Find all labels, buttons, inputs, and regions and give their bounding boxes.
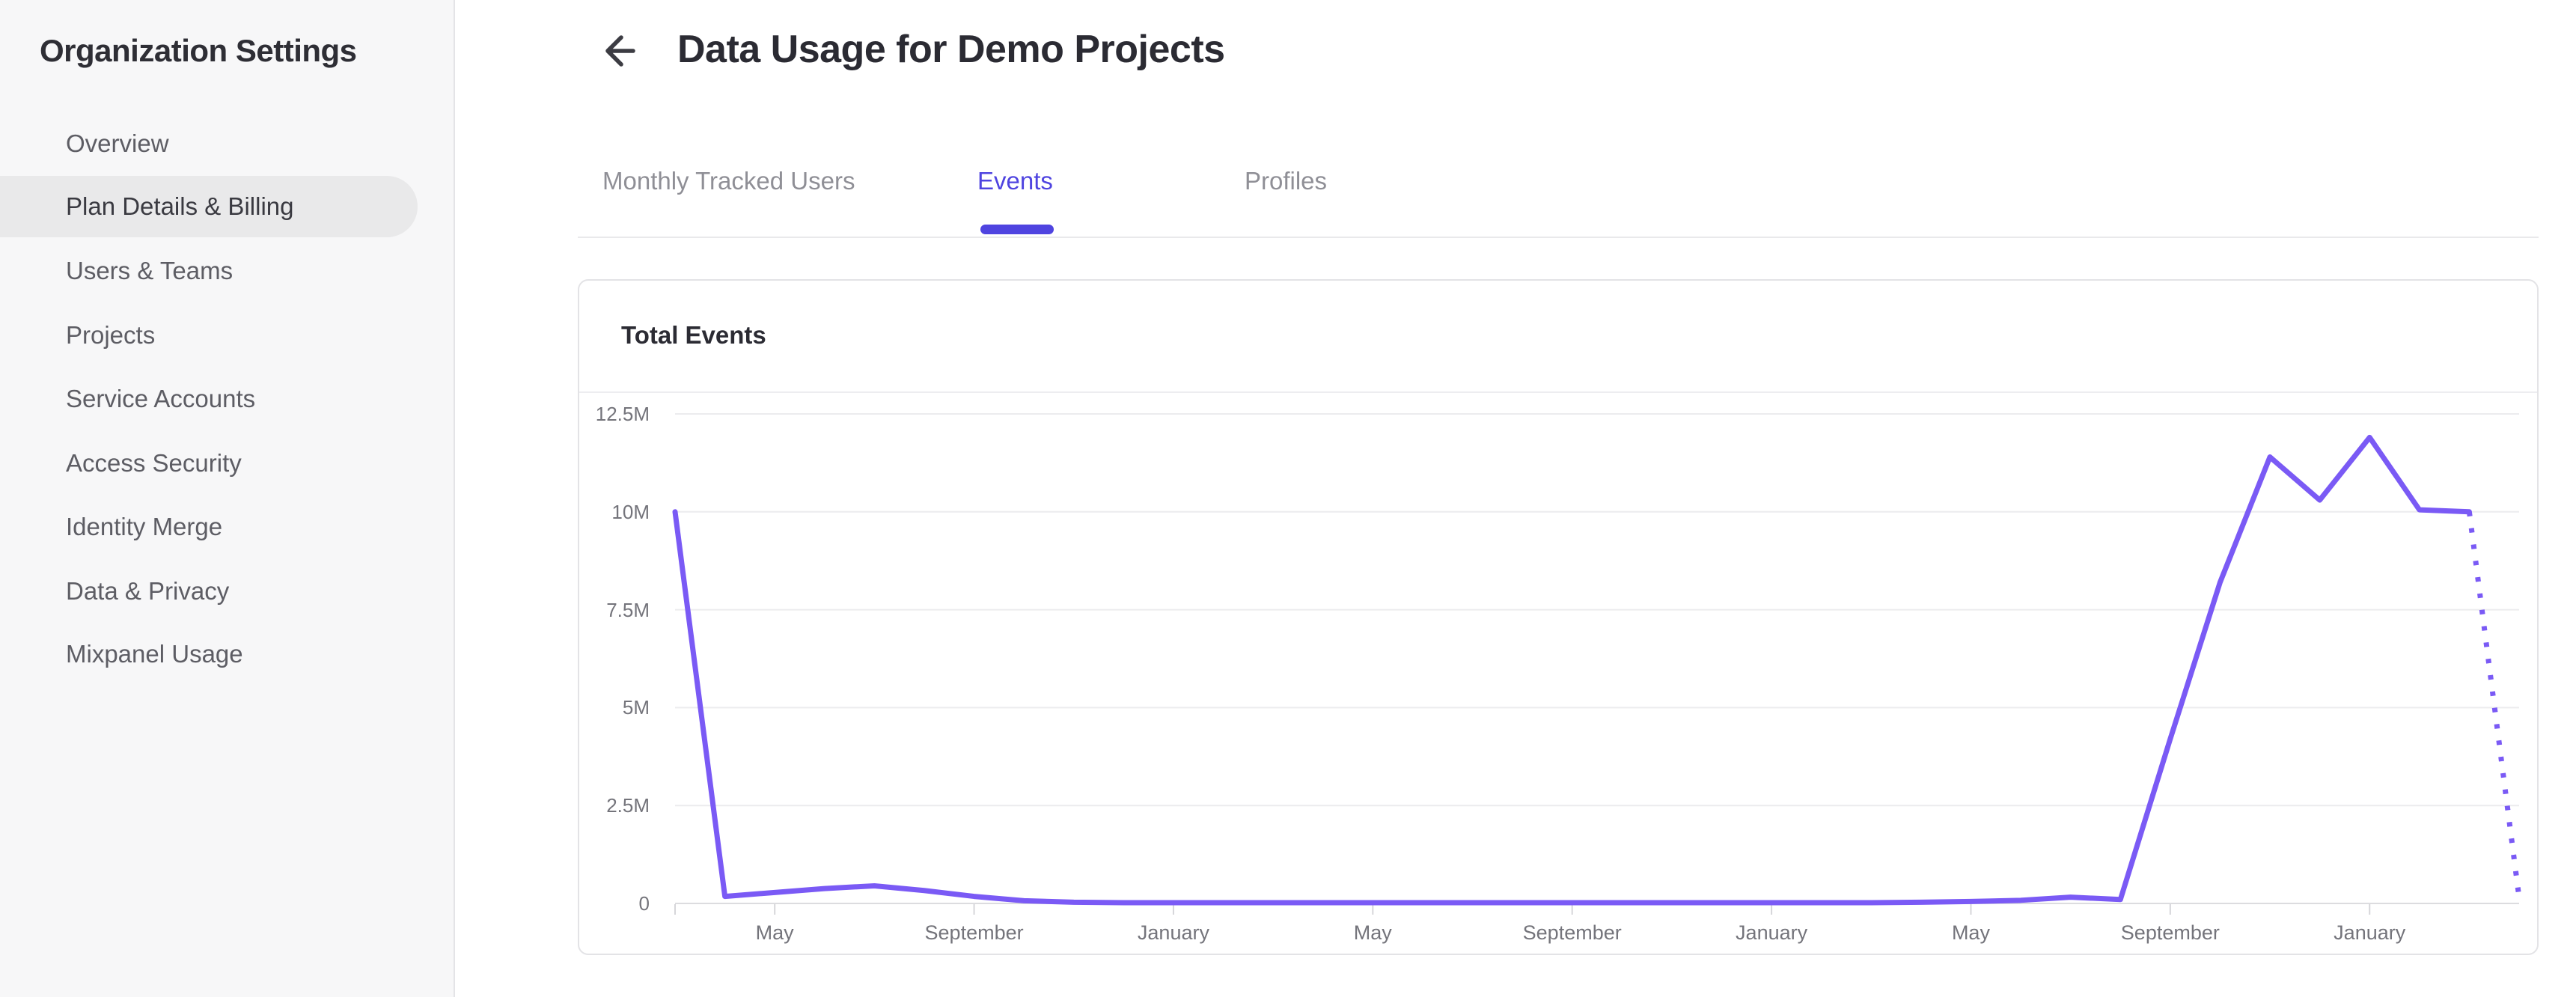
- x-axis-label: January: [2334, 921, 2406, 944]
- left-arrow-icon: [605, 35, 635, 67]
- total-events-card: Total Events 12.5M 10M 7.5M 5M 2.5M 0 May Sept…: [578, 279, 2539, 955]
- x-axis-label: September: [924, 921, 1024, 944]
- sidebar-item-identity-merge[interactable]: Identity Merge: [66, 513, 223, 540]
- card-title: Total Events: [621, 321, 766, 349]
- sidebar-item-mixpanel-usage[interactable]: Mixpanel Usage: [66, 640, 243, 668]
- y-axis-label: 12.5M: [595, 403, 650, 425]
- x-axis-label: September: [1522, 921, 1622, 944]
- tab-monthly-tracked-users[interactable]: Monthly Tracked Users: [602, 167, 855, 195]
- projection-dotted-line: [2466, 511, 2522, 898]
- back-button[interactable]: [596, 30, 638, 72]
- sidebar-item-overview[interactable]: Overview: [66, 129, 169, 157]
- x-axis-label: May: [1951, 921, 1990, 944]
- x-axis-label: January: [1137, 921, 1209, 944]
- sidebar-item-projects[interactable]: Projects: [66, 321, 156, 349]
- page-title: Data Usage for Demo Projects: [677, 28, 1225, 71]
- card-header: Total Events: [579, 281, 2537, 393]
- tabs-bottom-border: [578, 237, 2539, 238]
- x-axis-label: May: [1353, 921, 1392, 944]
- sidebar-item-access-security[interactable]: Access Security: [66, 449, 242, 477]
- y-axis-label: 10M: [611, 500, 650, 523]
- tab-profiles[interactable]: Profiles: [1245, 167, 1328, 195]
- total-events-series-line: [672, 434, 2472, 906]
- active-tab-underline: [980, 225, 1054, 234]
- y-axis-label: 5M: [622, 696, 650, 719]
- sidebar-item-data-privacy[interactable]: Data & Privacy: [66, 577, 230, 605]
- sidebar-item-service-accounts[interactable]: Service Accounts: [66, 385, 256, 412]
- sidebar-item-users-teams[interactable]: Users & Teams: [66, 257, 234, 284]
- x-axis-label: May: [755, 921, 794, 944]
- y-axis-label: 7.5M: [606, 598, 650, 621]
- sidebar-item-plan-details-billing[interactable]: Plan Details & Billing: [0, 176, 418, 237]
- sidebar: Organization Settings Overview Plan Deta…: [0, 0, 455, 997]
- tab-events[interactable]: Events: [977, 167, 1053, 195]
- x-axis-label: January: [1736, 921, 1808, 944]
- x-axis-label: September: [2120, 921, 2220, 944]
- sidebar-title: Organization Settings: [40, 33, 357, 68]
- y-axis-label: 2.5M: [606, 794, 650, 817]
- total-events-line-chart[interactable]: [579, 281, 2540, 957]
- y-axis-label: 0: [638, 892, 650, 915]
